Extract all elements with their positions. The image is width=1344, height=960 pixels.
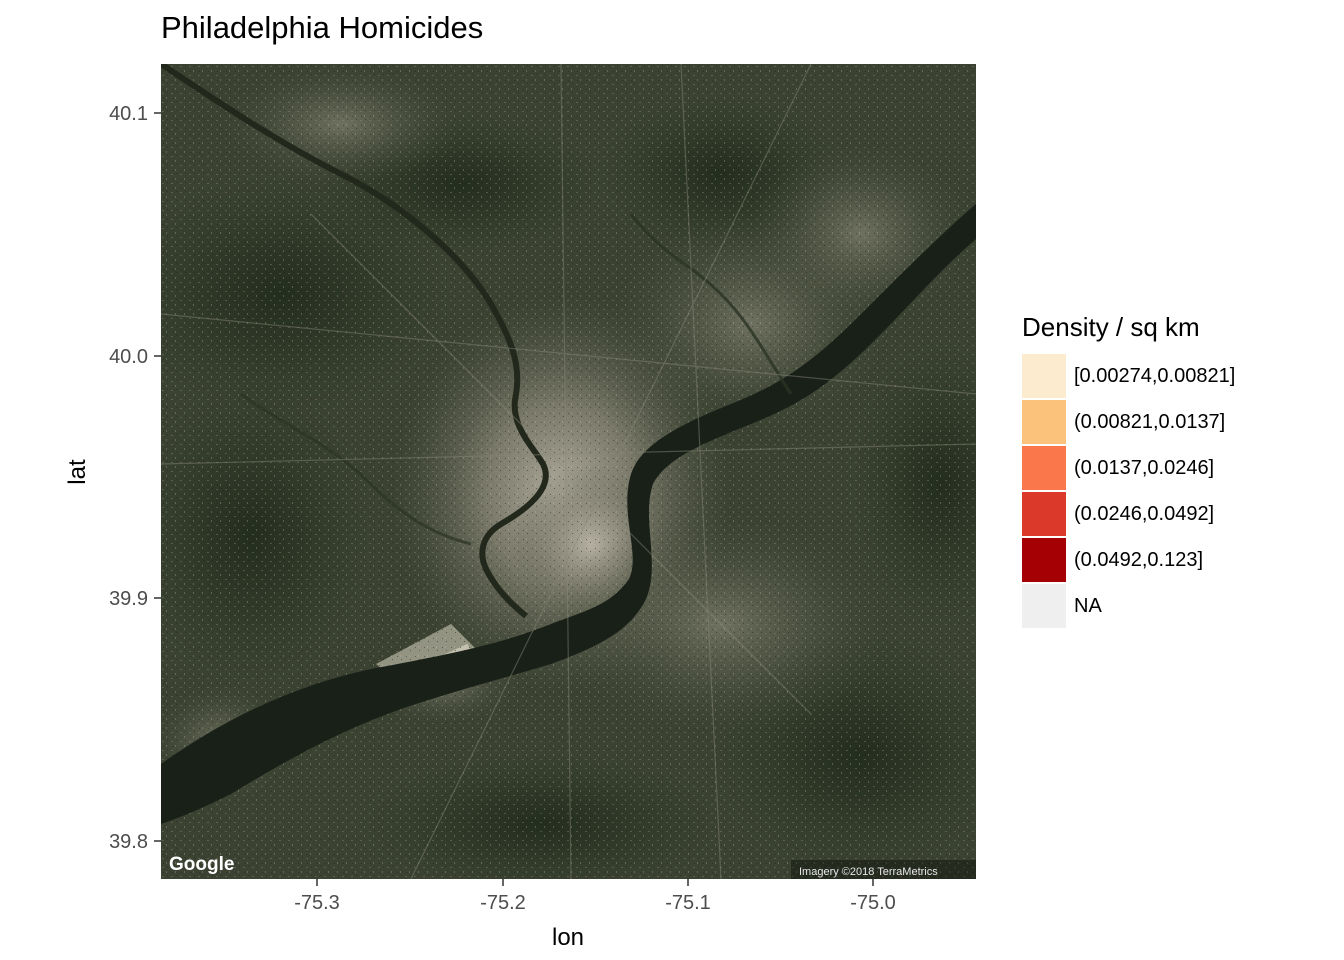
legend-item-label: (0.0246,0.0492] [1074, 502, 1215, 525]
x-tick-label: -75.2 [480, 892, 526, 914]
legend-color-swatch [1022, 354, 1066, 398]
x-tick-label: -75.0 [850, 892, 896, 914]
satellite-map-panel[interactable]: Google Imagery ©2018 TerraMetrics [161, 64, 976, 879]
imagery-attribution[interactable]: Imagery ©2018 TerraMetrics [799, 866, 938, 878]
legend-color-swatch [1022, 400, 1066, 444]
x-tick-label: -75.1 [665, 892, 711, 914]
x-axis-title: lon [552, 924, 584, 951]
legend-item-label: (0.0137,0.0246] [1074, 456, 1215, 479]
legend-item: (0.0246,0.0492] [1022, 491, 1235, 537]
y-tick-label: 39.8 [109, 831, 148, 853]
legend-color-swatch [1022, 584, 1066, 628]
legend: Density / sq km [0.00274,0.00821] (0.0082… [1022, 312, 1235, 629]
legend-item: (0.0137,0.0246] [1022, 445, 1235, 491]
y-tick-label: 40.0 [109, 346, 148, 368]
legend-item-label: NA [1074, 594, 1102, 617]
legend-item: (0.0492,0.123] [1022, 537, 1235, 583]
legend-item: (0.00821,0.0137] [1022, 399, 1235, 445]
chart-title: Philadelphia Homicides [161, 10, 484, 45]
y-tick-label: 39.9 [109, 588, 148, 610]
legend-color-swatch [1022, 492, 1066, 536]
legend-item-label: (0.0492,0.123] [1074, 548, 1203, 571]
legend-item: [0.00274,0.00821] [1022, 353, 1235, 399]
legend-items: [0.00274,0.00821] (0.00821,0.0137] (0.0137… [1022, 353, 1235, 629]
x-tick-label: -75.3 [294, 892, 340, 914]
y-tick-label: 40.1 [109, 103, 148, 125]
google-logo: Google [169, 854, 234, 875]
legend-item-label: (0.00821,0.0137] [1074, 410, 1226, 433]
satellite-basemap: Google Imagery ©2018 TerraMetrics [161, 64, 976, 879]
y-axis-title: lat [64, 459, 91, 485]
legend-color-swatch [1022, 538, 1066, 582]
legend-item-label: [0.00274,0.00821] [1074, 364, 1236, 387]
schuylkill-river [161, 64, 549, 619]
legend-item: NA [1022, 583, 1235, 629]
legend-title: Density / sq km [1022, 312, 1200, 342]
delaware-river [161, 204, 976, 824]
legend-color-swatch [1022, 446, 1066, 490]
